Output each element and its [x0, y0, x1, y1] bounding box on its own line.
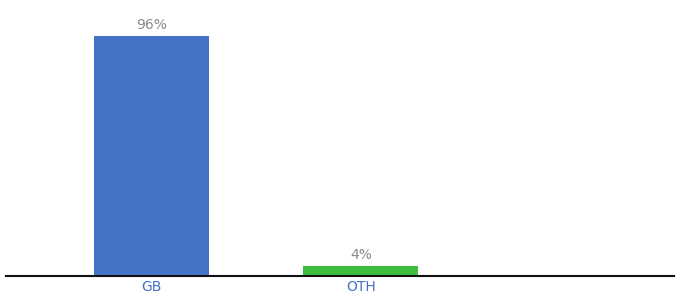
- Bar: [95, 36, 209, 276]
- Bar: [303, 266, 418, 276]
- Text: 4%: 4%: [350, 248, 372, 262]
- Text: 96%: 96%: [137, 18, 167, 32]
